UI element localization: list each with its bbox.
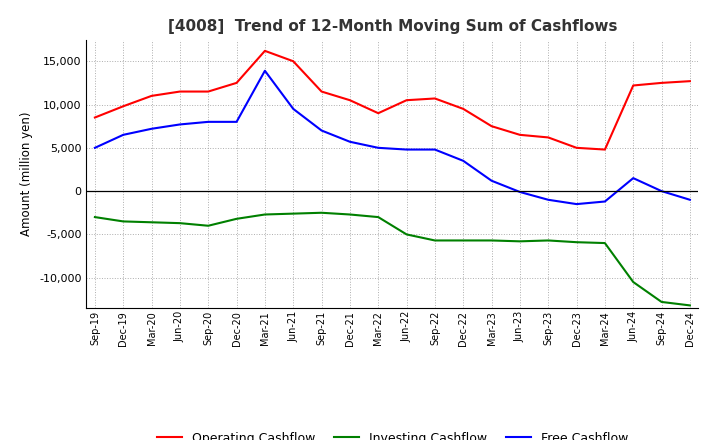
Operating Cashflow [91,115,99,120]
Investing Cashflow [402,232,411,237]
Operating Cashflow [544,135,552,140]
Free Cashflow [657,188,666,194]
Free Cashflow [233,119,241,125]
Free Cashflow [685,197,694,202]
Operating Cashflow [204,89,212,94]
Investing Cashflow [516,238,524,244]
Investing Cashflow [544,238,552,243]
Operating Cashflow [572,145,581,150]
Free Cashflow [544,197,552,202]
Free Cashflow [572,202,581,207]
Investing Cashflow [261,212,269,217]
Investing Cashflow [176,220,184,226]
Operating Cashflow [629,83,637,88]
Free Cashflow [346,139,354,144]
Investing Cashflow [431,238,439,243]
Investing Cashflow [204,223,212,228]
Operating Cashflow [685,78,694,84]
Investing Cashflow [629,279,637,285]
Free Cashflow [261,68,269,73]
Investing Cashflow [148,220,156,225]
Operating Cashflow [176,89,184,94]
Free Cashflow [487,178,496,183]
Investing Cashflow [119,219,127,224]
Free Cashflow [176,122,184,127]
Line: Operating Cashflow: Operating Cashflow [95,51,690,150]
Free Cashflow [119,132,127,137]
Line: Free Cashflow: Free Cashflow [95,71,690,204]
Free Cashflow [148,126,156,132]
Investing Cashflow [91,214,99,220]
Investing Cashflow [374,214,382,220]
Operating Cashflow [148,93,156,99]
Operating Cashflow [318,89,326,94]
Free Cashflow [629,176,637,181]
Line: Investing Cashflow: Investing Cashflow [95,213,690,305]
Investing Cashflow [600,240,609,246]
Investing Cashflow [346,212,354,217]
Investing Cashflow [233,216,241,221]
Operating Cashflow [431,96,439,101]
Investing Cashflow [685,303,694,308]
Investing Cashflow [289,211,297,216]
Y-axis label: Amount (million yen): Amount (million yen) [20,112,34,236]
Operating Cashflow [374,110,382,116]
Operating Cashflow [657,80,666,85]
Free Cashflow [431,147,439,152]
Operating Cashflow [459,106,467,111]
Investing Cashflow [487,238,496,243]
Free Cashflow [516,189,524,194]
Investing Cashflow [572,239,581,245]
Operating Cashflow [487,124,496,129]
Operating Cashflow [516,132,524,137]
Free Cashflow [600,199,609,204]
Free Cashflow [204,119,212,125]
Investing Cashflow [318,210,326,216]
Operating Cashflow [119,104,127,109]
Investing Cashflow [657,299,666,304]
Free Cashflow [402,147,411,152]
Free Cashflow [289,106,297,111]
Operating Cashflow [346,98,354,103]
Operating Cashflow [233,80,241,85]
Legend: Operating Cashflow, Investing Cashflow, Free Cashflow: Operating Cashflow, Investing Cashflow, … [152,427,633,440]
Operating Cashflow [289,59,297,64]
Free Cashflow [318,128,326,133]
Free Cashflow [459,158,467,163]
Operating Cashflow [402,98,411,103]
Free Cashflow [374,145,382,150]
Free Cashflow [91,145,99,150]
Investing Cashflow [459,238,467,243]
Operating Cashflow [600,147,609,152]
Operating Cashflow [261,48,269,54]
Title: [4008]  Trend of 12-Month Moving Sum of Cashflows: [4008] Trend of 12-Month Moving Sum of C… [168,19,617,34]
